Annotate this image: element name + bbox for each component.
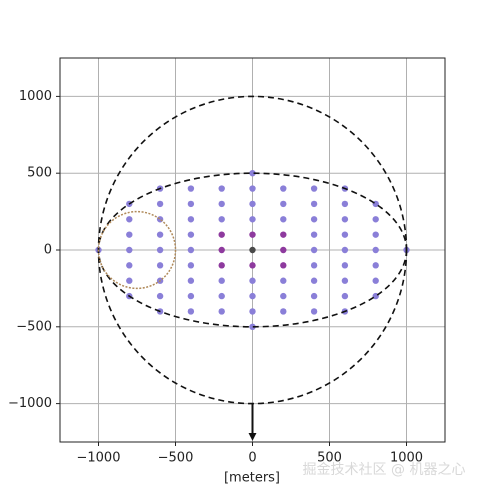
point	[310, 200, 318, 208]
point	[310, 246, 318, 254]
point	[218, 185, 225, 192]
point	[280, 200, 287, 208]
point	[249, 292, 256, 300]
point	[341, 216, 349, 223]
point	[249, 231, 256, 238]
point	[156, 262, 164, 269]
point	[249, 170, 256, 177]
point	[249, 323, 256, 330]
point	[218, 277, 225, 284]
y-tick-label: 0	[44, 243, 52, 258]
point	[341, 262, 349, 269]
point	[187, 185, 195, 192]
point	[341, 292, 349, 300]
point	[310, 185, 318, 192]
point	[372, 277, 379, 284]
point	[187, 246, 195, 254]
point	[280, 292, 287, 300]
point	[218, 200, 225, 208]
point	[310, 292, 318, 300]
x-tick-label: −500	[158, 451, 194, 466]
point	[156, 292, 164, 300]
point	[372, 246, 379, 254]
point	[280, 246, 287, 254]
boundary-ellipse	[97, 210, 177, 290]
x-tick-label: −1000	[77, 451, 121, 466]
point	[187, 277, 195, 284]
y-tick-label: 500	[27, 166, 52, 181]
x-axis-label: [meters]	[224, 471, 280, 486]
point	[372, 262, 379, 269]
point	[280, 185, 287, 192]
point	[126, 262, 133, 269]
point	[126, 277, 133, 284]
point	[218, 308, 225, 315]
point	[249, 308, 256, 315]
point	[310, 308, 318, 315]
point	[249, 262, 256, 269]
point	[249, 185, 256, 192]
point	[372, 216, 379, 223]
plot-frame	[59, 57, 446, 443]
point	[126, 246, 133, 254]
point	[218, 216, 225, 223]
point	[280, 262, 287, 269]
y-tick-label: −1000	[8, 396, 52, 411]
point	[156, 231, 164, 238]
point	[249, 277, 256, 284]
point	[310, 216, 318, 223]
y-tick-label: −500	[16, 319, 52, 334]
point	[218, 262, 225, 269]
point	[280, 231, 287, 238]
point	[249, 246, 256, 254]
point	[280, 216, 287, 223]
x-tick-label: 1000	[390, 451, 423, 466]
point	[310, 277, 318, 284]
point	[341, 277, 349, 284]
point	[310, 231, 318, 238]
point	[341, 246, 349, 254]
point	[187, 308, 195, 315]
point	[187, 200, 195, 208]
point	[218, 231, 225, 238]
point	[218, 292, 225, 300]
x-tick-label: 0	[248, 451, 256, 466]
point	[187, 216, 195, 223]
point	[156, 246, 164, 254]
point	[187, 262, 195, 269]
point	[341, 200, 349, 208]
point	[341, 231, 349, 238]
point	[126, 231, 133, 238]
watermark: 掘金技术社区 @ 机器之心	[303, 462, 466, 478]
point	[218, 246, 225, 254]
point	[126, 216, 133, 223]
point	[310, 262, 318, 269]
point	[156, 200, 164, 208]
x-tick-label: 500	[317, 451, 342, 466]
y-tick-label: 1000	[19, 89, 52, 104]
point	[280, 308, 287, 315]
point	[187, 292, 195, 300]
point	[372, 231, 379, 238]
point	[280, 277, 287, 284]
point	[187, 231, 195, 238]
point	[156, 216, 164, 223]
point	[249, 216, 256, 223]
point	[249, 200, 256, 208]
